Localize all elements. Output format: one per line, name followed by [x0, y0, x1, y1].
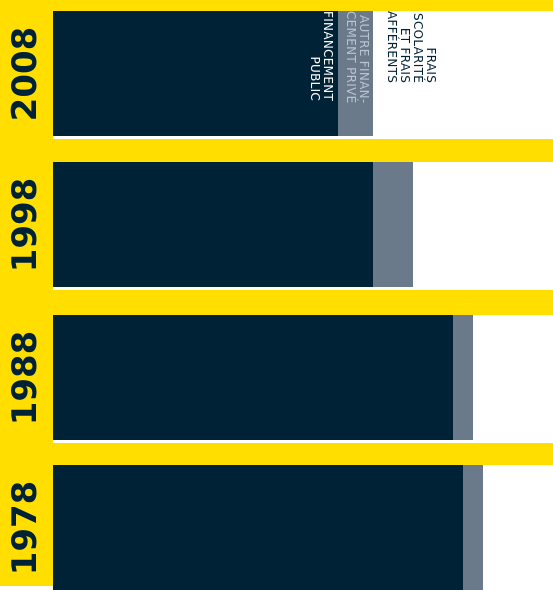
label-frais-scolarite: FRAIS SCOLARITÉ ET FRAIS AFFÉRENTS [385, 11, 438, 84]
yellow-top-band [0, 0, 553, 11]
bar-segment-1988-other-private [453, 315, 473, 440]
yellow-separator-band [0, 443, 553, 465]
label-financement-public: FINANCEMENT PUBLIC [308, 11, 335, 102]
bar-segment-1998-fees [413, 162, 553, 287]
bar-segment-1978-public [53, 465, 463, 590]
yellow-separator-band [0, 139, 553, 162]
bar-segment-2008-public [53, 11, 338, 136]
bar-segment-1988-fees [473, 315, 553, 440]
bar-segment-2008-fees [373, 11, 553, 136]
bar-segment-1978-other-private [463, 465, 483, 590]
year-label-1998: 1998 [4, 177, 45, 272]
year-label-1978: 1978 [4, 480, 45, 575]
bar-segment-1998-other-private [373, 162, 413, 287]
label-autre-financement-prive: AUTRE FINAN- CEMENT PRIVÉ [344, 11, 371, 104]
yellow-separator-band [0, 290, 553, 315]
bar-segment-1988-public [53, 315, 453, 440]
bar-segment-2008-other-private [338, 11, 373, 136]
year-label-1988: 1988 [4, 330, 45, 425]
year-label-2008: 2008 [4, 26, 45, 121]
bar-segment-1998-public [53, 162, 373, 287]
bar-segment-1978-fees [483, 465, 553, 590]
